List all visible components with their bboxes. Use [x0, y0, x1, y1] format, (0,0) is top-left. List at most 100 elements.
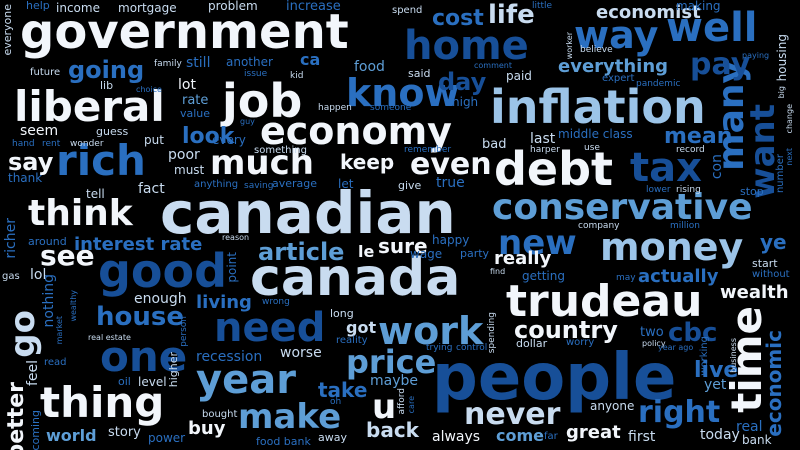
word-business: business — [729, 338, 738, 373]
word-conservative: conservative — [492, 187, 753, 228]
word-rising: rising — [676, 185, 701, 195]
word-said: said — [408, 67, 431, 80]
word-party: party — [460, 247, 490, 260]
word-value: value — [180, 107, 211, 120]
word-policy: policy — [642, 339, 666, 348]
word-read: read — [44, 357, 67, 368]
word-economist: economist — [596, 2, 701, 23]
word-paid: paid — [506, 69, 532, 83]
word-tax: tax — [630, 145, 702, 191]
word-come: come — [496, 426, 544, 445]
word-reason: reason — [222, 233, 250, 242]
word-oh: oh — [330, 397, 342, 407]
word-living: living — [196, 292, 252, 313]
word-increase: increase — [286, 0, 341, 14]
word-home: home — [404, 23, 529, 69]
word-put: put — [144, 133, 164, 147]
word-everything: everything — [558, 56, 669, 77]
word-happy: happy — [432, 233, 470, 247]
word-ca: ca — [300, 50, 321, 69]
word-buy: buy — [188, 418, 226, 439]
word-market: market — [55, 316, 64, 345]
word-well: well — [666, 5, 758, 51]
word-actually: actually — [638, 266, 719, 287]
word-yet: yet — [704, 377, 727, 393]
word-person: person — [179, 316, 189, 347]
word-anything: anything — [194, 179, 239, 190]
word-going: going — [68, 56, 145, 84]
word-big: big — [777, 86, 786, 99]
word-housing: housing — [775, 34, 789, 82]
word-getting: getting — [522, 269, 565, 283]
word-feel: feel — [25, 360, 41, 387]
word-economy: economy — [260, 109, 452, 153]
word-working: working — [699, 336, 710, 376]
word-wealth: wealth — [720, 282, 789, 303]
word-inflation: inflation — [490, 80, 706, 134]
word-really: really — [494, 248, 552, 269]
word-spend: spend — [392, 5, 423, 16]
word-look: look — [182, 124, 235, 149]
word-higher: higher — [167, 352, 180, 388]
word-someone: someone — [370, 103, 412, 113]
word-change: change — [785, 104, 794, 134]
word-last: last — [530, 131, 556, 147]
word-con: con — [709, 154, 725, 180]
word-issue: issue — [244, 69, 268, 79]
word-way: way — [574, 13, 659, 57]
word-future: future — [30, 67, 61, 78]
word-maybe: maybe — [370, 373, 419, 389]
word-richer: richer — [3, 218, 19, 259]
word-dollar: dollar — [516, 337, 548, 350]
word-find: find — [490, 267, 506, 276]
word-enough: enough — [134, 291, 187, 307]
word-interest-rate: interest rate — [74, 234, 203, 255]
word-trudeau: trudeau — [506, 276, 703, 327]
word-next: next — [785, 148, 794, 166]
word-mean: mean — [664, 124, 733, 149]
word-guy: guy — [240, 117, 255, 126]
word-canada: canada — [250, 248, 461, 308]
word-even: even — [410, 147, 492, 182]
word-company: company — [578, 221, 620, 231]
word-pay: pay — [690, 47, 751, 82]
word-live: live — [694, 358, 739, 383]
word-wage: wage — [410, 247, 443, 261]
word-may: may — [616, 273, 636, 283]
word-record: record — [676, 145, 705, 155]
word-control: control — [456, 343, 488, 353]
word-care: care — [407, 396, 416, 414]
word-go: go — [3, 310, 43, 358]
word-remember: remember — [404, 145, 452, 155]
word-first: first — [628, 429, 656, 445]
word-problem: problem — [208, 0, 258, 13]
word-believe: believe — [580, 45, 613, 55]
word-harper: harper — [530, 145, 560, 155]
word-canadian: canadian — [160, 179, 456, 247]
word-think: think — [28, 193, 133, 234]
word-got: got — [346, 318, 377, 337]
word-rich: rich — [56, 136, 146, 185]
word-stop: stop — [740, 185, 764, 198]
word-pandemic: pandemic — [636, 79, 681, 89]
word-family: family — [154, 59, 182, 69]
word-reality: reality — [336, 335, 368, 346]
word-must: must — [174, 163, 205, 177]
word-price: price — [346, 343, 437, 381]
word-story: story — [108, 425, 141, 440]
word-let: let — [338, 177, 354, 191]
word-poor: poor — [168, 147, 200, 163]
word-hand: hand — [12, 139, 35, 149]
word-see: see — [40, 239, 95, 272]
word-kid: kid — [290, 71, 304, 81]
word-around: around — [28, 235, 67, 248]
word-wealthy: wealthy — [69, 290, 78, 322]
word-worker: worker — [565, 32, 574, 60]
word-mortgage: mortgage — [118, 1, 177, 15]
word-never: never — [464, 397, 561, 432]
word-middle-class: middle class — [558, 127, 633, 141]
word-today: today — [700, 427, 740, 443]
word-cbc: cbc — [668, 318, 718, 348]
word-thank: thank — [8, 171, 43, 185]
word-liberal: liberal — [14, 82, 165, 131]
